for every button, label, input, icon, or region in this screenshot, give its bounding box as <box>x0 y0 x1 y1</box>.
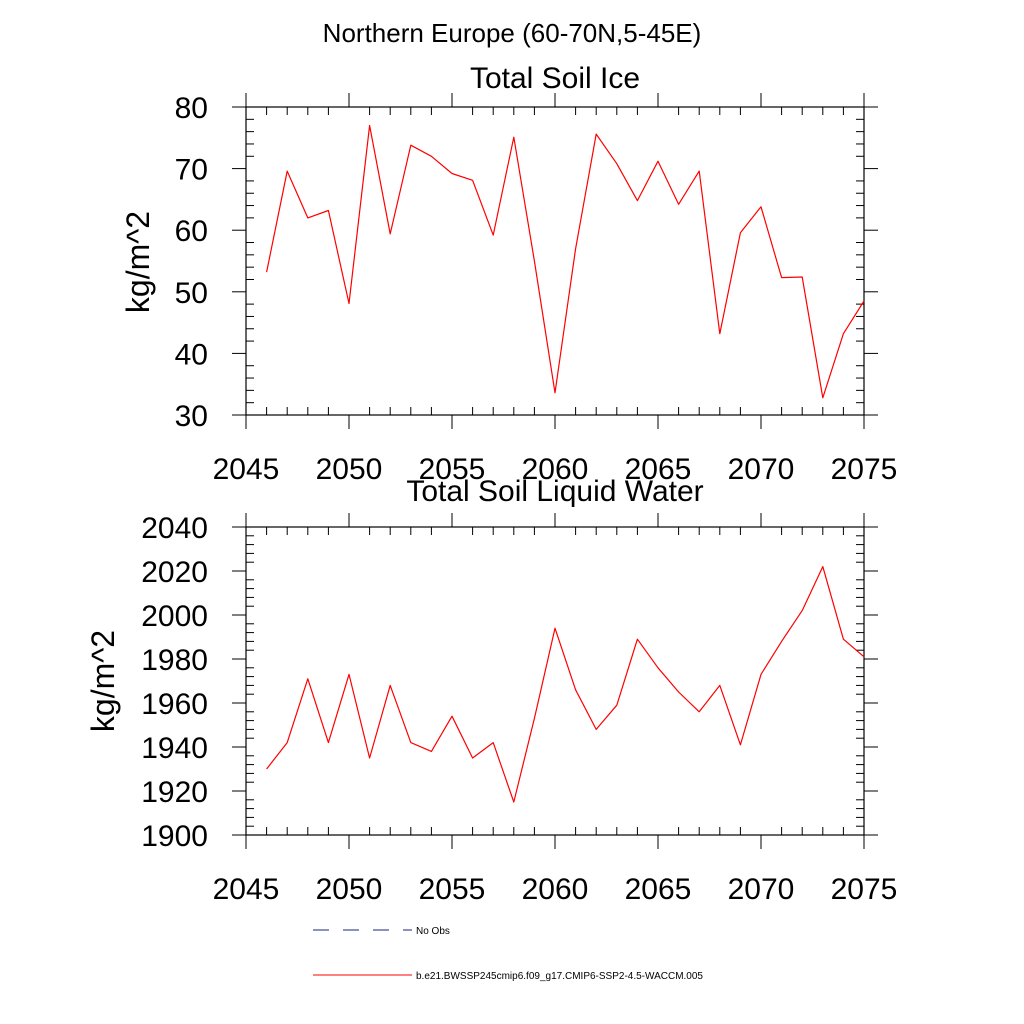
axis-ticks: 2045 2050 2055 2060 2065 2070 2075 1900 1920 1940… <box>141 512 897 906</box>
chart-title: Total Soil Ice <box>470 62 640 95</box>
x-tick-label: 2045 <box>213 873 280 906</box>
x-tick-label: 2055 <box>419 453 486 486</box>
x-tick-label: 2070 <box>728 873 795 906</box>
y-tick-label: 1920 <box>141 776 208 809</box>
y-tick-label: 40 <box>175 338 208 371</box>
legend-item-no-obs: No Obs <box>313 926 450 937</box>
x-tick-label: 2045 <box>213 453 280 486</box>
y-tick-label: 60 <box>175 215 208 248</box>
y-tick-label: 2000 <box>141 600 208 633</box>
y-tick-label: 50 <box>175 277 208 310</box>
y-axis-label: kg/m^2 <box>120 211 156 313</box>
x-tick-label: 2075 <box>831 453 898 486</box>
y-tick-label: 1960 <box>141 688 208 721</box>
y-tick-label: 80 <box>175 92 208 125</box>
figure-title: Northern Europe (60-70N,5-45E) <box>323 18 702 48</box>
chart-title: Total Soil Liquid Water <box>406 475 703 508</box>
plot-frame <box>245 106 865 416</box>
x-tick-label: 2065 <box>625 453 692 486</box>
y-tick-label: 2040 <box>141 512 208 545</box>
axis-ticks: 2045 2050 2055 2060 2065 2070 2075 30 40 50 60 70 80 <box>175 92 898 486</box>
y-tick-label: 1940 <box>141 732 208 765</box>
y-tick-label: 1900 <box>141 820 208 853</box>
x-tick-label: 2060 <box>522 453 589 486</box>
x-tick-label: 2070 <box>728 453 795 486</box>
legend-label: No Obs <box>416 926 450 937</box>
x-tick-label: 2055 <box>419 873 486 906</box>
series-line <box>266 124 865 399</box>
y-tick-label: 30 <box>175 400 208 433</box>
x-tick-label: 2065 <box>625 873 692 906</box>
chart-total-soil-ice: Total Soil Ice kg/m^2 2045 2050 2055 2060 20… <box>120 62 897 486</box>
x-tick-label: 2050 <box>316 873 383 906</box>
y-tick-label: 2020 <box>141 556 208 589</box>
y-axis-label: kg/m^2 <box>85 630 121 732</box>
legend: No Obs b.e21.BWSSP245cmip6.f09_g17.CMIP6… <box>313 926 703 982</box>
chart-total-soil-liquid-water: Total Soil Liquid Water kg/m^2 2045 2050 2… <box>85 475 897 906</box>
x-tick-label: 2060 <box>522 873 589 906</box>
legend-item-model-run: b.e21.BWSSP245cmip6.f09_g17.CMIP6-SSP2-4… <box>313 971 703 982</box>
x-tick-label: 2050 <box>316 453 383 486</box>
plot-frame <box>245 526 865 836</box>
series-line <box>266 565 865 803</box>
x-tick-label: 2075 <box>831 873 898 906</box>
y-tick-label: 70 <box>175 154 208 187</box>
series-lines <box>266 565 865 803</box>
y-tick-label: 1980 <box>141 644 208 677</box>
legend-label: b.e21.BWSSP245cmip6.f09_g17.CMIP6-SSP2-4… <box>416 971 703 982</box>
series-lines <box>266 124 865 399</box>
